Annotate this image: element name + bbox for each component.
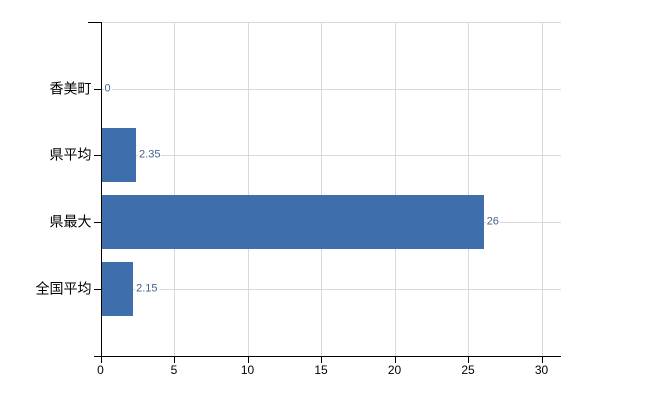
category-tick bbox=[93, 88, 101, 90]
x-tick-label: 20 bbox=[387, 362, 402, 377]
x-tick-label: 5 bbox=[170, 362, 178, 377]
category-tick bbox=[93, 288, 101, 290]
x-tick-label: 10 bbox=[240, 362, 255, 377]
value-label: 2.35 bbox=[138, 148, 162, 162]
x-tick bbox=[100, 355, 102, 363]
x-tick bbox=[247, 355, 249, 363]
y-axis bbox=[100, 22, 102, 356]
category-label: 県平均 bbox=[49, 146, 92, 163]
bar bbox=[101, 261, 134, 316]
x-tick bbox=[321, 355, 322, 363]
x-tick-label: 30 bbox=[534, 362, 549, 377]
v-gridline bbox=[321, 22, 322, 356]
y-axis-end-tick bbox=[87, 22, 101, 23]
top-gridline bbox=[100, 22, 561, 23]
h-gridline bbox=[100, 155, 561, 157]
category-label: 香美町 bbox=[49, 79, 92, 96]
value-label: 26 bbox=[485, 215, 500, 229]
bar bbox=[101, 195, 484, 250]
h-gridline bbox=[100, 288, 561, 290]
v-gridline bbox=[247, 22, 249, 356]
category-tick bbox=[93, 155, 101, 157]
h-gridline bbox=[100, 88, 561, 90]
value-label: 0 bbox=[103, 82, 112, 96]
category-label: 全国平均 bbox=[35, 280, 92, 297]
v-gridline bbox=[541, 22, 543, 356]
x-tick-label: 15 bbox=[314, 362, 328, 377]
x-tick bbox=[174, 355, 175, 363]
category-label: 県最大 bbox=[49, 213, 92, 230]
v-gridline bbox=[468, 22, 469, 356]
x-axis bbox=[93, 355, 561, 357]
x-tick bbox=[468, 355, 469, 363]
bar bbox=[101, 128, 137, 183]
x-tick-label: 25 bbox=[461, 362, 475, 377]
category-tick bbox=[93, 222, 101, 224]
x-tick bbox=[394, 355, 396, 363]
x-tick bbox=[541, 355, 543, 363]
v-gridline bbox=[174, 22, 175, 356]
v-gridline bbox=[394, 22, 396, 356]
x-tick-label: 0 bbox=[97, 362, 104, 377]
value-label: 2.15 bbox=[135, 282, 159, 296]
